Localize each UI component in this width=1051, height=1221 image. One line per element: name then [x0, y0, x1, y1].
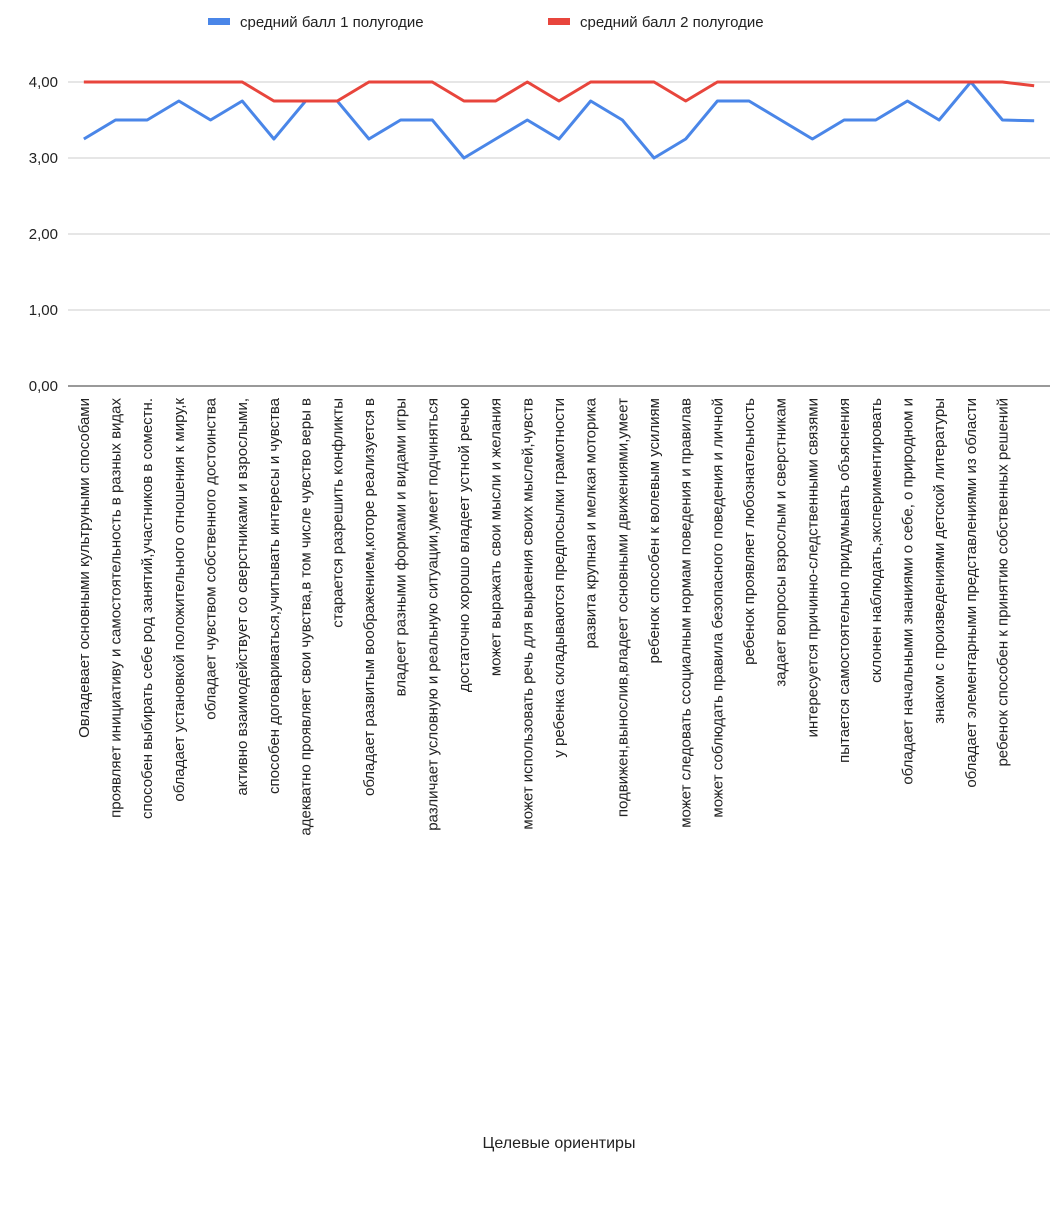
- x-tick-label: различает условную и реальную ситуации,у…: [424, 398, 441, 831]
- x-tick-label: ребенок способен к принятию собственных …: [994, 398, 1011, 767]
- legend-item: средний балл 2 полугодие: [548, 14, 764, 31]
- x-tick-label: знаком с произведениями детской литерату…: [931, 398, 948, 724]
- x-tick-label: может следовать ссоциалным нормам поведе…: [678, 398, 695, 828]
- x-tick-label: подвижен,вынослив,владеет основными движ…: [614, 398, 631, 817]
- legend-item: средний балл 1 полугодие: [208, 14, 424, 31]
- legend-label: средний балл 1 полугодие: [240, 14, 424, 31]
- x-tick-label: активно взаимодействует со сверстниками …: [234, 398, 251, 796]
- y-tick-label: 2,00: [29, 226, 58, 243]
- x-tick-label: старается разрешить конфликты: [329, 398, 346, 628]
- x-tick-label: адекватно проявляет свои чувства,в том ч…: [298, 398, 315, 836]
- series-line: [83, 80, 1035, 103]
- x-tick-label: проявляет инициативу и самостоятельность…: [108, 398, 125, 818]
- x-tick-label: у ребенка складываются предпосылки грамо…: [551, 398, 568, 758]
- x-tick-label: Овладевает основными культруными способа…: [76, 398, 93, 738]
- x-tick-label: способен выбирать себе род занятий,участ…: [139, 398, 156, 819]
- x-tick-label: достаточно хорошо владеет устной речью: [456, 398, 473, 692]
- y-tick-label: 1,00: [29, 302, 58, 319]
- series-line: [83, 80, 1035, 160]
- legend-swatch: [208, 18, 230, 25]
- x-tick-label: развита крупная и мелкая моторика: [583, 397, 600, 648]
- x-tick-label: интересуется причинно-следственными связ…: [804, 398, 821, 737]
- x-tick-label: ребенок способен к волевым усилиям: [646, 398, 663, 663]
- x-tick-label: обладает элементарными представлениями и…: [963, 398, 980, 788]
- x-tick-label: обладает установкой положительного отнош…: [171, 398, 188, 802]
- x-tick-label: владеет разными формами и видами игры: [393, 398, 410, 696]
- x-tick-label: склонен наблюдать,экспериментировать: [868, 398, 885, 683]
- x-tick-label: способен договариваться,учитывать интере…: [266, 397, 283, 794]
- x-tick-label: задает вопросы взрослым и сверстникам: [773, 398, 790, 687]
- legend-swatch: [548, 18, 570, 25]
- x-tick-label: обладает развитым воображением,которе ре…: [361, 398, 378, 796]
- x-tick-label: может соблюдать правила безопасного пове…: [709, 398, 726, 818]
- x-tick-label: может выражать свои мысли и желания: [488, 398, 505, 676]
- x-tick-label: обладает чувством собственного достоинст…: [203, 397, 220, 719]
- x-tick-label: пытается самостоятельно придумывать объя…: [836, 398, 853, 763]
- x-axis-title: Целевые ориентиры: [483, 1135, 636, 1152]
- x-tick-label: ребенок проявляет любознательность: [741, 398, 758, 665]
- x-tick-label: может использовать речь для выраения сво…: [519, 398, 536, 830]
- y-tick-label: 3,00: [29, 150, 58, 167]
- y-tick-label: 0,00: [29, 378, 58, 395]
- y-tick-label: 4,00: [29, 74, 58, 91]
- legend-label: средний балл 2 полугодие: [580, 14, 764, 31]
- x-tick-label: обладает начальными знаниями о себе, о п…: [899, 398, 916, 785]
